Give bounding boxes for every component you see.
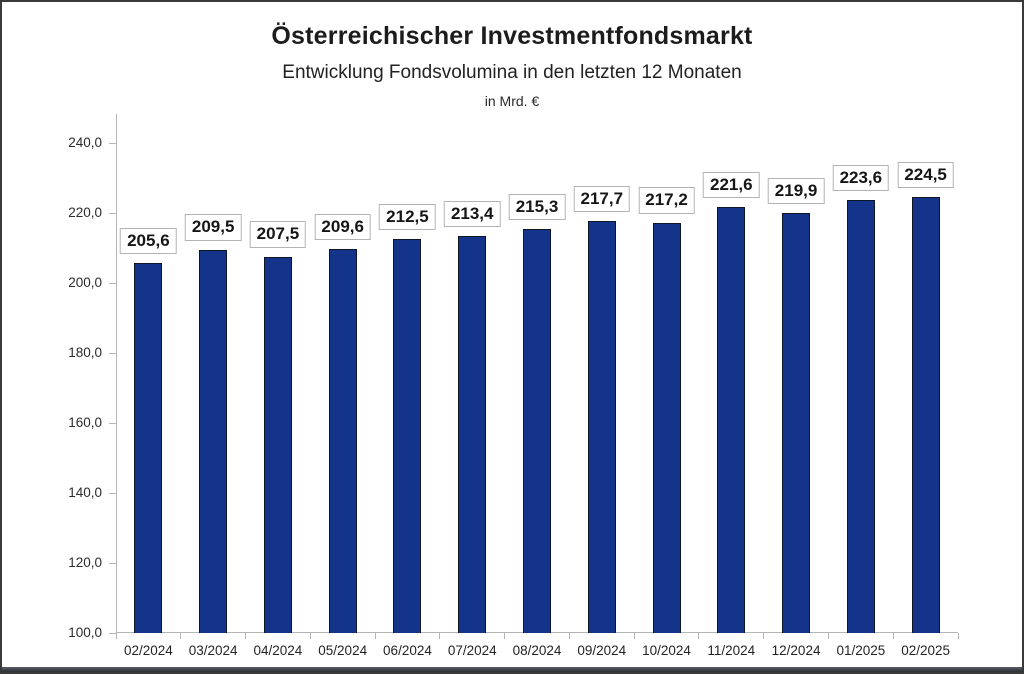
bar xyxy=(846,200,875,633)
x-tick-mark xyxy=(374,633,376,639)
bar-value-label: 224,5 xyxy=(897,161,954,189)
y-tick-mark xyxy=(109,142,116,144)
x-tick-label: 01/2025 xyxy=(836,643,886,658)
bar-value-label: 209,6 xyxy=(314,214,371,241)
bar xyxy=(717,207,746,633)
y-tick-mark xyxy=(109,492,116,494)
bar-value-label: 219,9 xyxy=(767,177,825,205)
x-tick-label: 09/2024 xyxy=(577,643,627,658)
bar xyxy=(911,197,940,633)
y-tick-mark xyxy=(109,212,116,214)
x-tick-mark xyxy=(698,633,700,639)
bar xyxy=(263,256,292,633)
bar-value-label: 223,6 xyxy=(832,165,890,192)
x-tick-mark xyxy=(180,633,182,639)
y-tick-label: 140,0 xyxy=(68,485,102,500)
y-tick-label: 180,0 xyxy=(68,345,102,360)
y-tick-label: 200,0 xyxy=(68,275,102,290)
bottom-accent-bar xyxy=(2,667,1022,672)
y-axis-line xyxy=(116,114,117,633)
y-tick-mark xyxy=(109,562,116,564)
y-tick-label: 160,0 xyxy=(68,415,102,430)
bar-value-label: 205,6 xyxy=(120,228,177,255)
x-tick-mark xyxy=(115,633,117,639)
x-tick-mark xyxy=(504,633,506,639)
x-tick-mark xyxy=(763,633,765,639)
bar-value-label: 217,2 xyxy=(638,187,695,214)
x-tick-label: 07/2024 xyxy=(447,643,497,658)
bar xyxy=(393,239,422,633)
x-tick-label: 02/2025 xyxy=(901,643,951,658)
x-tick-label: 04/2024 xyxy=(253,643,303,658)
bar-value-label: 221,6 xyxy=(703,172,760,199)
bar-value-label: 209,5 xyxy=(184,214,242,241)
y-tick-label: 100,0 xyxy=(68,625,102,640)
chart-unit-label: in Mrd. € xyxy=(484,93,540,109)
bar xyxy=(523,229,551,633)
x-tick-mark xyxy=(309,633,311,639)
bar-value-label: 217,7 xyxy=(573,185,631,213)
bar xyxy=(328,249,357,633)
chart-title: Österreichischer Investmentfondsmarkt xyxy=(271,22,753,50)
x-tick-mark xyxy=(439,633,441,639)
y-tick-mark xyxy=(109,352,116,354)
bar xyxy=(587,221,616,633)
x-tick-mark xyxy=(245,633,247,639)
x-tick-label: 10/2024 xyxy=(642,643,691,658)
plot-area: 100,0 120,0 140,0 160,0 180,0 200,0 220,0 240,0… xyxy=(68,114,959,658)
x-tick-label: 08/2024 xyxy=(512,643,562,658)
bar-value-label: 207,5 xyxy=(249,221,307,248)
bar-value-label: 212,5 xyxy=(379,203,436,231)
chart-header: Österreichischer Investmentfondsmarkt En… xyxy=(2,22,1022,109)
bar xyxy=(652,222,681,633)
y-tick-mark xyxy=(109,422,116,424)
x-tick-mark xyxy=(827,633,829,639)
x-tick-label: 02/2024 xyxy=(123,643,173,658)
x-tick-label: 06/2024 xyxy=(383,643,432,658)
x-tick-label: 05/2024 xyxy=(318,643,368,658)
bar xyxy=(199,249,228,633)
bar xyxy=(134,263,163,633)
y-tick-mark xyxy=(109,632,116,634)
y-tick-label: 220,0 xyxy=(68,205,102,220)
y-tick-label: 240,0 xyxy=(68,135,102,150)
bar xyxy=(458,236,487,633)
bar xyxy=(782,213,811,633)
x-tick-label: 11/2024 xyxy=(707,643,756,658)
x-tick-label: 03/2024 xyxy=(188,643,238,658)
bar-value-label: 213,4 xyxy=(443,200,501,228)
y-tick-mark xyxy=(109,282,116,284)
bar-value-label: 215,3 xyxy=(508,194,566,221)
x-tick-mark xyxy=(957,633,959,639)
x-tick-mark xyxy=(633,633,635,639)
chart-subtitle: Entwicklung Fondsvolumina in den letzten… xyxy=(282,62,742,83)
x-tick-mark xyxy=(568,633,570,639)
x-tick-mark xyxy=(892,633,894,639)
y-tick-label: 120,0 xyxy=(68,555,102,570)
x-tick-label: 12/2024 xyxy=(771,643,821,658)
